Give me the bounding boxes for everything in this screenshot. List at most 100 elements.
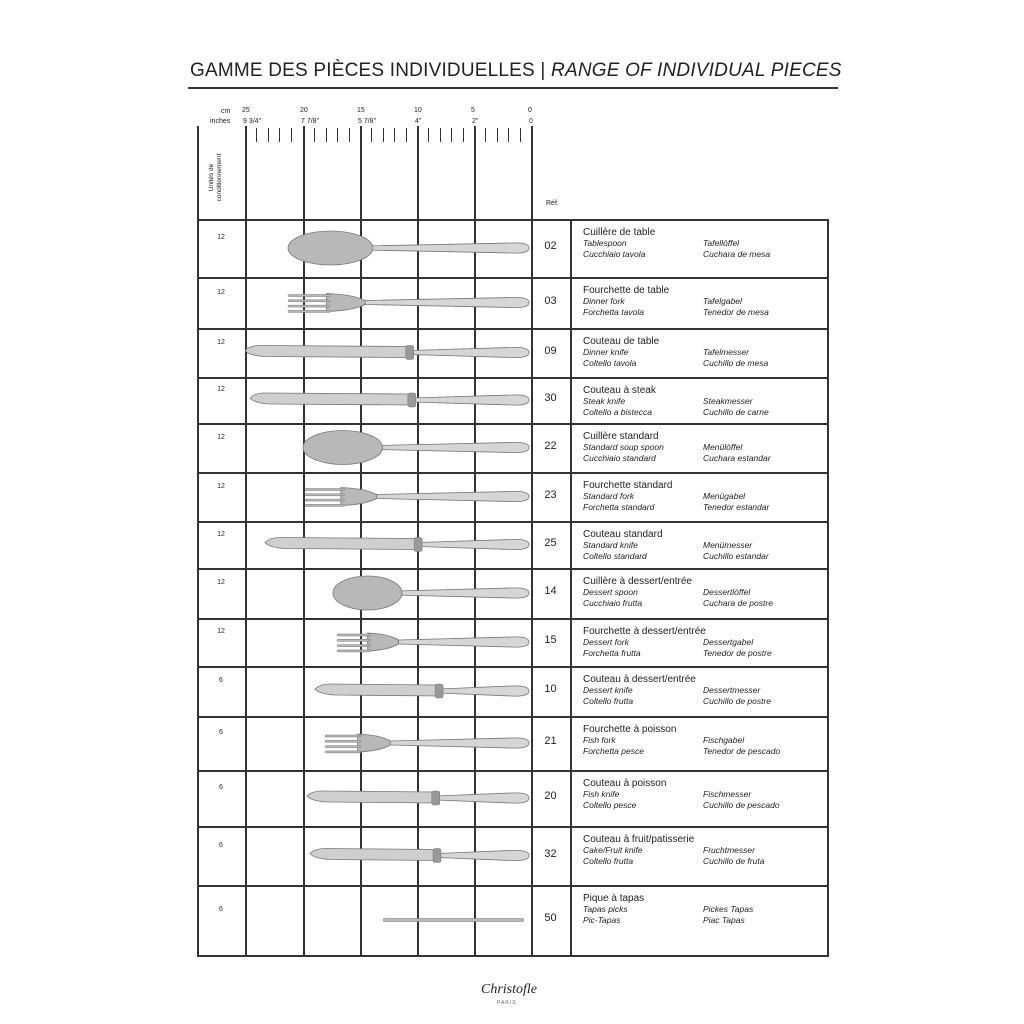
description-cell: Couteau à fruit/patisserie Cake/Fruit kn…: [583, 834, 823, 867]
ref-cell: 21: [544, 735, 557, 747]
description-cell: Fourchette à dessert/entrée Dessert fork…: [583, 626, 823, 659]
name-english: Standard knife: [583, 540, 638, 550]
inches-label: inches: [210, 118, 231, 125]
cm-tick-label: 5: [471, 107, 475, 114]
units-cell: 12: [217, 234, 225, 241]
name-english: Cake/Fruit knife: [583, 845, 643, 855]
name-german: Dessertmesser: [703, 685, 761, 695]
name-german: Steakmesser: [703, 396, 753, 406]
description-cell: Cuillère standard Standard soup spoon Men…: [583, 431, 823, 464]
name-english: Fish knife: [583, 789, 620, 799]
name-italian: Cucchiaio standard: [583, 453, 656, 463]
name-french: Fourchette de table: [583, 285, 670, 296]
description-cell: Fourchette standard Standard fork Menügab…: [583, 480, 823, 513]
description-cell: Couteau standard Standard knife Menümesse…: [583, 529, 823, 562]
name-french: Cuillère à dessert/entrée: [583, 576, 692, 587]
units-cell: 6: [219, 841, 223, 849]
brand-logo: Christofle: [481, 982, 538, 997]
row-divider: [197, 955, 829, 957]
description-cell: Cuillère de table Tablespoon Tafellöffel …: [583, 227, 823, 260]
ref-cell: 10: [544, 683, 557, 695]
name-german: Tafellöffel: [703, 238, 740, 248]
name-spanish: Cuchara de postre: [703, 598, 773, 608]
row-divider: [197, 219, 829, 221]
page-title: GAMME DES PIÈCES INDIVIDUELLES | RANGE O…: [190, 60, 842, 82]
name-italian: Forchetta pesce: [583, 746, 644, 756]
name-english: Fish fork: [583, 735, 616, 745]
fork-icon: [287, 293, 530, 313]
inch-tick-label: 5 7/8": [358, 118, 377, 125]
ruler-minor-tick: [405, 128, 407, 142]
units-cell: 6: [219, 677, 223, 684]
name-spanish: Tenedor de pescado: [703, 746, 781, 756]
units-cell: 12: [217, 482, 225, 490]
ruler-minor-tick: [462, 128, 464, 142]
units-cell: 12: [217, 288, 225, 296]
row-divider: [197, 277, 829, 279]
name-english: Dessert fork: [583, 637, 629, 647]
name-english: Tapas picks: [583, 904, 628, 914]
ruler-minor-tick: [348, 128, 350, 142]
name-english: Standard fork: [583, 491, 635, 501]
ruler-minor-tick: [485, 128, 487, 142]
ref-cell: 23: [544, 488, 557, 501]
row-divider: [197, 472, 829, 474]
name-french: Couteau standard: [583, 529, 663, 540]
name-spanish: Piac Tapas: [703, 915, 745, 925]
ruler-minor-tick: [382, 128, 384, 142]
name-italian: Cucchiaio frutta: [583, 598, 643, 608]
name-french: Fourchette standard: [583, 480, 673, 491]
spoon-icon: [287, 230, 530, 266]
knife-icon: [314, 683, 530, 699]
name-french: Cuillère standard: [583, 431, 659, 442]
row-divider: [197, 666, 829, 668]
name-spanish: Cuchillo de fruta: [703, 856, 765, 866]
name-spanish: Cuchillo de pescado: [703, 800, 780, 810]
ref-divider: [570, 219, 572, 955]
name-italian: Pic-Tapas: [583, 915, 621, 925]
row-divider: [197, 521, 829, 523]
name-german: Menügabel: [703, 491, 746, 501]
name-italian: Coltello frutta: [583, 856, 634, 866]
name-german: Tafelmesser: [703, 347, 749, 357]
description-cell: Cuillère à dessert/entrée Dessert spoon D…: [583, 576, 823, 609]
cm-label: cm: [221, 108, 231, 115]
ref-cell: 20: [544, 790, 557, 802]
units-cell: 12: [217, 386, 225, 393]
ref-cell: 22: [544, 439, 557, 452]
knife-icon: [306, 790, 530, 806]
name-german: Dessertgabel: [703, 637, 754, 647]
title-separator: |: [540, 60, 546, 81]
knife-icon: [264, 537, 530, 552]
fork-icon: [304, 487, 530, 507]
name-spanish: Cuchillo de postre: [703, 696, 772, 706]
fork-icon: [336, 632, 530, 653]
row-divider: [197, 826, 829, 828]
name-german: Fruchtmesser: [703, 845, 755, 855]
spoon-icon: [302, 430, 530, 465]
ruler-minor-tick: [519, 128, 521, 142]
ref-header: Réf.: [546, 200, 559, 207]
cm-tick-label: 10: [414, 107, 422, 114]
name-italian: Coltello standard: [583, 551, 647, 561]
cm-tick-label: 20: [300, 107, 308, 114]
ruler-minor-tick: [451, 128, 453, 142]
name-english: Dinner knife: [583, 347, 629, 357]
knife-icon: [309, 848, 530, 863]
name-spanish: Cuchara estandar: [703, 453, 771, 463]
name-french: Pique à tapas: [583, 893, 645, 904]
row-divider: [197, 885, 829, 887]
ruler-major-line: [531, 126, 533, 955]
inch-tick-label: 4": [415, 118, 422, 125]
ref-cell: 30: [544, 392, 557, 404]
row-divider: [197, 568, 829, 570]
units-cell: 6: [219, 784, 223, 791]
inch-tick-label: 9 3/4": [243, 118, 262, 125]
ref-cell: 14: [544, 585, 557, 597]
cm-tick-label: 25: [242, 107, 250, 114]
description-cell: Pique à tapas Tapas picks Pickes Tapas Pi…: [583, 893, 823, 926]
cm-tick-label: 15: [357, 107, 365, 114]
name-spanish: Tenedor estandar: [703, 502, 770, 512]
row-divider: [197, 716, 829, 718]
name-german: Fischmesser: [703, 789, 752, 799]
